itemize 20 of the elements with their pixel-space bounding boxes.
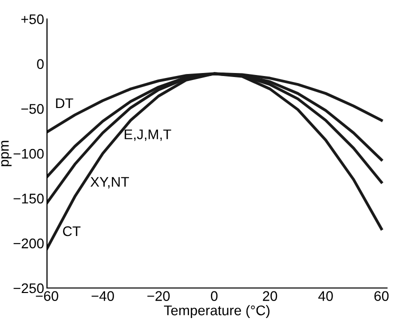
y-tick-label: −50 <box>21 104 44 114</box>
annotation: E,J,M,T <box>124 130 172 141</box>
y-tick-label: +50 <box>21 14 44 24</box>
x-tick-label: −40 <box>92 291 114 301</box>
x-tick-label: 40 <box>318 291 333 301</box>
y-tick-label: 0 <box>37 59 44 70</box>
x-tick-label: −60 <box>36 291 58 301</box>
x-tick-label: 60 <box>374 291 389 301</box>
y-tick-label: −250 <box>14 283 44 294</box>
x-axis-title: Temperature (°C) <box>164 305 270 318</box>
x-tick-label: 0 <box>210 291 218 301</box>
annotation: CT <box>63 226 80 236</box>
annotation: DT <box>56 98 74 108</box>
x-tick-label: 20 <box>262 291 278 301</box>
annotation: XY,NT <box>90 177 129 188</box>
y-tick-label: −150 <box>14 194 44 204</box>
y-tick-label: −200 <box>14 238 44 248</box>
y-tick-label: −100 <box>14 148 44 159</box>
x-tick-label: −20 <box>147 291 170 301</box>
y-axis-title: ppm <box>1 140 12 166</box>
